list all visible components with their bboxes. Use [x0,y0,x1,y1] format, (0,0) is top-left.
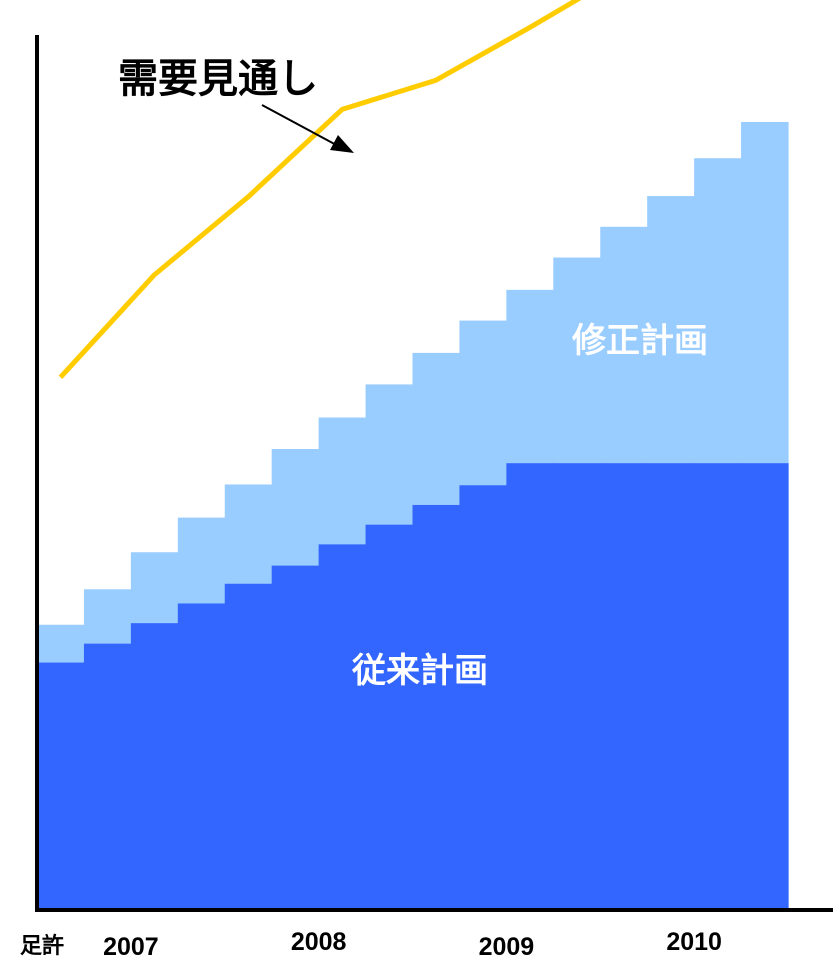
x-tick-labels: 2007 2008 2009 2010 [103,928,722,961]
conventional-plan-bar [459,485,507,910]
conventional-plan-bar [412,504,461,910]
conventional-plan-bar [224,583,273,910]
x-tick-label: 2008 [291,928,347,956]
conventional-plan-bar [647,463,695,910]
demand-outlook-series [58,0,582,380]
conventional-plan-bar [553,463,601,910]
origin-label: 足許 [20,933,64,959]
conventional-plan-bar [365,524,414,910]
demand-outlook-label: 需要見通し [118,56,318,102]
conventional-plan-bar [694,463,742,910]
conventional-plan-bar [83,643,132,910]
x-tick-label: 2010 [666,928,722,956]
revised-plan-label: 修正計画 [571,321,708,361]
conventional-plan-bar [130,623,179,910]
conventional-plan-bar [506,463,554,910]
conventional-plan-bar [600,463,648,910]
demand-outlook-arrow [261,104,341,148]
conventional-plan-bar [37,662,85,910]
x-tick-label: 2007 [103,933,159,961]
x-tick-label: 2009 [479,933,535,961]
demand-outlook-line [58,0,582,380]
conventional-plan-label: 従来計画 [351,651,488,691]
arrowhead-icon [330,135,354,153]
conventional-plan-bar [741,463,789,910]
conventional-plan-bar [318,544,367,910]
conventional-plan-steps [37,463,789,910]
conventional-plan-bar [177,603,226,910]
conventional-plan-bar [271,565,320,910]
